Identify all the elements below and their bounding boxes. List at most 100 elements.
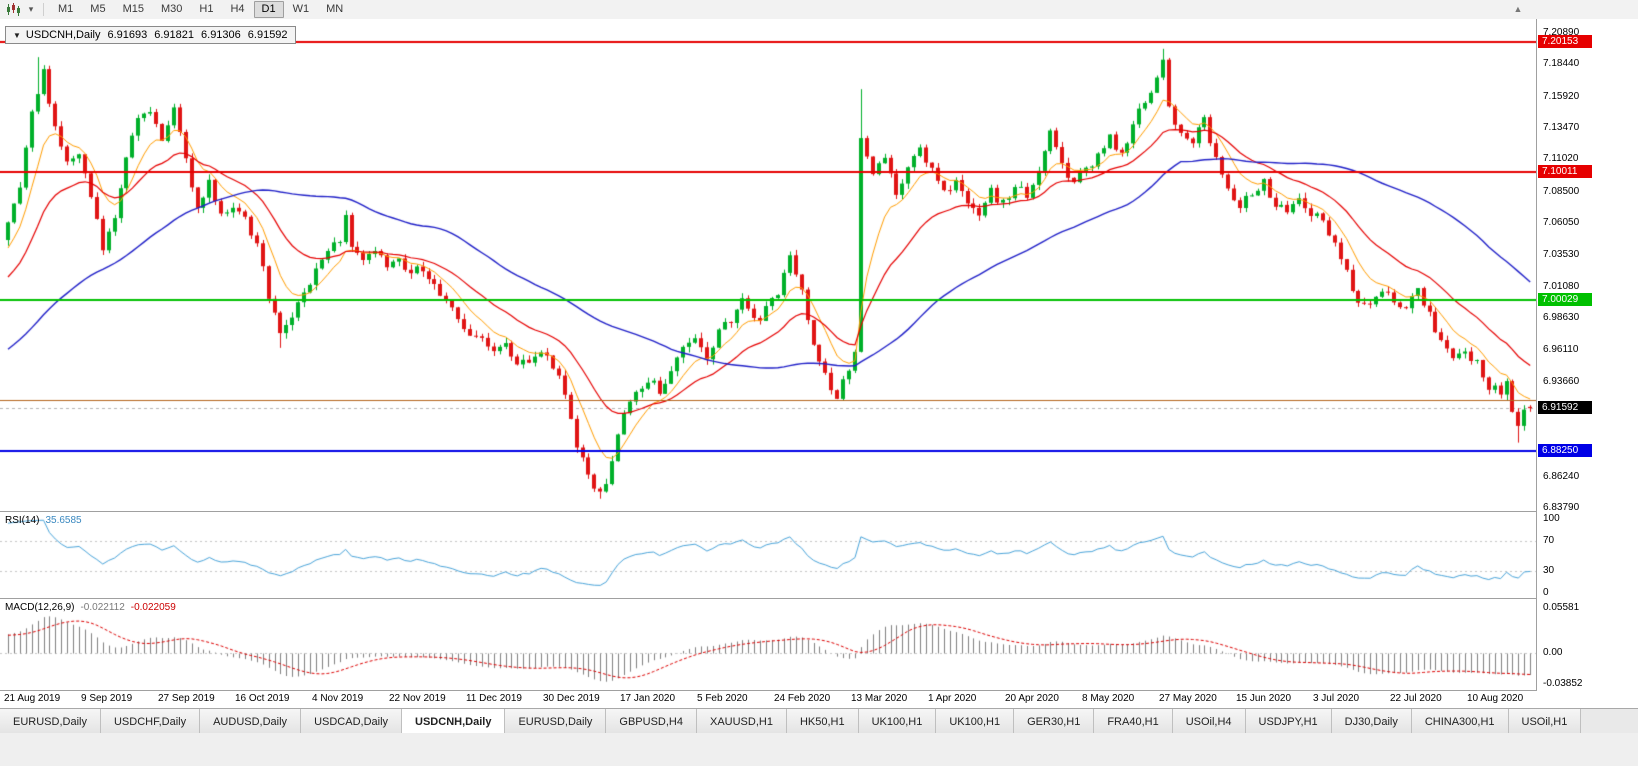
chart-tab-1-usdchf-daily[interactable]: USDCHF,Daily xyxy=(100,709,201,734)
time-axis-label: 9 Sep 2019 xyxy=(80,693,133,704)
timeframe-group: M1 M5 M15 M30 H1 H4 D1 W1 MN xyxy=(50,1,351,18)
toolbar-separator xyxy=(43,3,44,16)
time-axis-label: 16 Oct 2019 xyxy=(234,693,290,704)
timeframe-d1-button[interactable]: D1 xyxy=(253,1,284,18)
timeframe-w1-button[interactable]: W1 xyxy=(292,3,310,15)
current-price-badge: 6.91592 xyxy=(1538,401,1592,415)
price-level-badge: 7.20153 xyxy=(1538,35,1592,49)
rsi-label: RSI(14) 35.6585 xyxy=(5,515,82,526)
chart-area: ▼ USDCNH,Daily 6.91693 6.91821 6.91306 6… xyxy=(0,19,1536,691)
price-level-badge: 7.00029 xyxy=(1538,293,1592,307)
price-axis-label: 6.93660 xyxy=(1543,375,1580,387)
chart-tab-bar: EURUSD,Daily USDCHF,Daily AUDUSD,Daily USDC… xyxy=(0,708,1638,734)
rsi-value: 35.6585 xyxy=(45,515,82,526)
macd-signal-value: -0.022059 xyxy=(130,602,176,613)
macd-canvas[interactable] xyxy=(0,600,1536,690)
chart-tab-7-xauusd-h1[interactable]: XAUUSD,H1 xyxy=(696,709,787,734)
time-axis-label: 20 Apr 2020 xyxy=(1004,693,1059,704)
time-axis-label: 24 Feb 2020 xyxy=(773,693,831,704)
chart-tab-8-hk50-h1[interactable]: HK50,H1 xyxy=(786,709,859,734)
chart-tab-12-fra40-h1[interactable]: FRA40,H1 xyxy=(1094,709,1173,734)
time-axis-label: 15 Jun 2020 xyxy=(1235,693,1292,704)
low-value: 6.91306 xyxy=(201,29,241,41)
chart-tab-11-ger30-h1[interactable]: GER30,H1 xyxy=(1014,709,1095,734)
price-level-badge: 6.88250 xyxy=(1538,443,1592,457)
chart-tab-2-audusd-daily[interactable]: AUDUSD,Daily xyxy=(200,709,302,734)
price-axis-label: 6.83790 xyxy=(1543,502,1580,514)
time-axis-label: 30 Dec 2019 xyxy=(542,693,600,704)
price-pane: ▼ USDCNH,Daily 6.91693 6.91821 6.91306 6… xyxy=(0,19,1536,511)
chart-title-overlay[interactable]: ▼ USDCNH,Daily 6.91693 6.91821 6.91306 6… xyxy=(5,26,296,44)
price-axis-label: 7.15920 xyxy=(1543,90,1580,102)
price-level-badge: 7.10011 xyxy=(1538,165,1592,179)
timeframe-m5-button[interactable]: M5 xyxy=(90,3,106,15)
timeframe-h4-button[interactable]: H4 xyxy=(230,3,245,15)
chevron-down-icon[interactable]: ▾ xyxy=(28,4,34,14)
toolbar: ▾ M1 M5 M15 M30 H1 H4 D1 W1 MN ▲ xyxy=(0,0,1638,20)
time-axis[interactable]: 21 Aug 2019 9 Sep 2019 27 Sep 2019 16 Oct 2… xyxy=(0,691,1638,708)
rsi-name: RSI(14) xyxy=(5,515,40,526)
time-axis-label: 10 Aug 2020 xyxy=(1466,693,1524,704)
time-axis-label: 13 Mar 2020 xyxy=(850,693,908,704)
price-axis-label: 7.13470 xyxy=(1543,121,1580,133)
chart-tab-4-usdcnh-daily[interactable]: USDCNH,Daily xyxy=(402,709,506,734)
price-axis-label: 7.20890 xyxy=(1543,26,1580,38)
chart-tab-9-uk100-h1[interactable]: UK100,H1 xyxy=(858,709,937,734)
rsi-axis-label: 0 xyxy=(1543,587,1549,598)
time-axis-label: 22 Jul 2020 xyxy=(1389,693,1442,704)
timeframe-m30-button[interactable]: M30 xyxy=(160,3,183,15)
price-chart-canvas[interactable] xyxy=(0,19,1536,511)
time-axis-label: 3 Jul 2020 xyxy=(1312,693,1360,704)
price-axis-label: 7.06050 xyxy=(1543,216,1580,228)
pane-separator[interactable] xyxy=(0,598,1638,599)
price-axis[interactable]: 7.20890 7.18440 7.15920 7.13470 7.11020 7.085… xyxy=(1536,19,1638,691)
macd-name: MACD(12,26,9) xyxy=(5,602,75,613)
macd-axis-label: -0.03852 xyxy=(1543,678,1583,689)
scroll-up-button[interactable]: ▲ xyxy=(1513,4,1523,14)
price-axis-label: 7.03530 xyxy=(1543,249,1580,261)
chart-tab-14-usdjpy-h1[interactable]: USDJPY,H1 xyxy=(1245,709,1332,734)
chart-tab-16-china300-h1[interactable]: CHINA300,H1 xyxy=(1411,709,1509,734)
price-axis-label: 7.01080 xyxy=(1543,280,1580,292)
rsi-axis-label: 70 xyxy=(1543,535,1555,547)
price-axis-label: 6.96110 xyxy=(1543,344,1579,356)
chart-tab-6-gbpusd-h4[interactable]: GBPUSD,H4 xyxy=(606,709,697,734)
high-value: 6.91821 xyxy=(154,29,195,41)
chart-tab-15-dj30-daily[interactable]: DJ30,Daily xyxy=(1331,709,1412,734)
chart-tab-0-eurusd-daily[interactable]: EURUSD,Daily xyxy=(0,709,101,734)
time-axis-label: 22 Nov 2019 xyxy=(388,693,446,704)
chart-tab-17-usoil-h1[interactable]: USOil,H1 xyxy=(1508,709,1582,734)
rsi-axis-label: 30 xyxy=(1543,564,1555,576)
timeframe-h1-button[interactable]: H1 xyxy=(199,3,214,15)
price-axis-label: 6.86240 xyxy=(1543,470,1580,482)
price-axis-label: 7.08500 xyxy=(1543,185,1580,197)
price-axis-label: 7.11020 xyxy=(1543,153,1579,165)
rsi-axis-label: 100 xyxy=(1543,513,1560,524)
pane-separator[interactable] xyxy=(0,511,1638,512)
timeframe-m1-button[interactable]: M1 xyxy=(58,3,74,15)
time-axis-label: 1 Apr 2020 xyxy=(927,693,977,704)
time-axis-label: 8 May 2020 xyxy=(1081,693,1135,704)
chart-tab-10-uk100-h1[interactable]: UK100,H1 xyxy=(936,709,1015,734)
time-axis-label: 21 Aug 2019 xyxy=(4,693,61,704)
chart-bottom-border xyxy=(0,690,1638,691)
rsi-pane: RSI(14) 35.6585 xyxy=(0,513,1536,598)
collapse-triangle-icon: ▼ xyxy=(13,30,21,40)
macd-label: MACD(12,26,9) -0.022112 -0.022059 xyxy=(5,602,176,613)
chart-type-icon[interactable] xyxy=(3,2,23,17)
macd-pane: MACD(12,26,9) -0.022112 -0.022059 xyxy=(0,600,1536,690)
chart-tab-13-usoil-h4[interactable]: USOil,H4 xyxy=(1172,709,1246,734)
chart-tab-5-eurusd-daily[interactable]: EURUSD,Daily xyxy=(505,709,607,734)
status-bar xyxy=(0,733,1638,766)
macd-main-value: -0.022112 xyxy=(80,602,125,613)
macd-axis-label: 0.05581 xyxy=(1543,602,1580,613)
symbol-period-label: USDCNH,Daily xyxy=(25,29,101,41)
price-axis-label: 7.18440 xyxy=(1543,58,1580,70)
time-axis-label: 17 Jan 2020 xyxy=(619,693,676,704)
close-value: 6.91592 xyxy=(247,29,288,41)
timeframe-mn-button[interactable]: MN xyxy=(326,3,344,15)
timeframe-m15-button[interactable]: M15 xyxy=(122,3,144,15)
chart-tab-3-usdcad-daily[interactable]: USDCAD,Daily xyxy=(301,709,403,734)
rsi-canvas[interactable] xyxy=(0,513,1536,598)
